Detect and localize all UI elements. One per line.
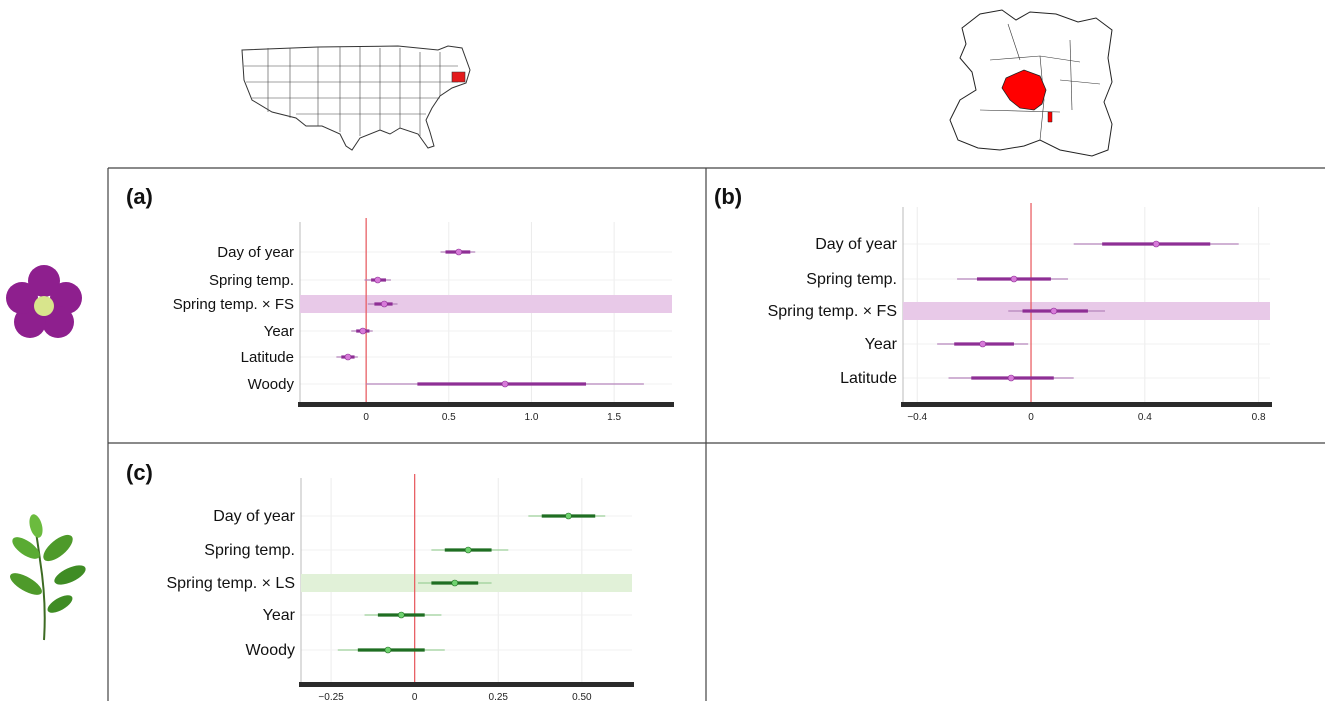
row-label: Day of year: [217, 244, 294, 261]
row-label: Latitude: [840, 370, 897, 387]
x-tick-label: −0.4: [907, 412, 927, 423]
x-tick-label: 0.5: [442, 412, 456, 423]
massachusetts-highlight: [451, 71, 466, 83]
leaf-sprig-icon: [10, 514, 86, 641]
median-point: [344, 353, 352, 361]
median-point: [565, 512, 572, 520]
x-tick-label: 0.8: [1252, 412, 1266, 423]
x-tick-label: 1.5: [607, 412, 621, 423]
x-axis-bar: [901, 402, 1272, 407]
median-point: [501, 380, 509, 388]
france-highlight: [1001, 69, 1047, 111]
row-label: Day of year: [815, 236, 897, 253]
x-tick-label: 0: [1028, 412, 1034, 423]
europe-map-icon: [949, 9, 1113, 157]
x-axis-bar: [299, 682, 634, 687]
row-label: Year: [264, 323, 294, 340]
row-label: Spring temp. × FS: [173, 296, 294, 313]
x-tick-label: 0.25: [489, 692, 509, 701]
x-tick-label: 0.4: [1138, 412, 1152, 423]
row-label: Woody: [248, 376, 295, 393]
row-label: Latitude: [241, 349, 294, 366]
row-label: Spring temp.: [806, 271, 897, 288]
row-label: Day of year: [213, 508, 295, 525]
panel-label-c: (c): [126, 460, 153, 485]
x-tick-label: 0.50: [572, 692, 592, 701]
median-point: [1010, 275, 1018, 283]
x-tick-label: 0: [412, 692, 418, 701]
x-axis-bar: [298, 402, 674, 407]
median-point: [398, 611, 405, 619]
usa-map-icon: [241, 45, 471, 151]
x-tick-label: 1.0: [525, 412, 539, 423]
row-label: Spring temp. × LS: [166, 575, 295, 592]
median-point: [1050, 307, 1058, 315]
median-point: [374, 276, 382, 284]
median-point: [464, 546, 472, 554]
median-point: [359, 327, 367, 335]
row-label: Year: [865, 336, 898, 353]
chart-panel-b: −0.4 0 0.4 0.8 Day of year Spring temp. Spring…: [768, 203, 1272, 423]
row-label: Year: [263, 607, 296, 624]
median-point: [384, 646, 392, 654]
x-tick-label: −0.25: [318, 692, 344, 701]
panel-label-b: (b): [714, 184, 742, 209]
median-point: [1007, 374, 1015, 382]
row-label: Woody: [245, 642, 295, 659]
highlight-band: [300, 295, 672, 313]
row-label: Spring temp.: [204, 542, 295, 559]
chart-panel-c: −0.25 0 0.25 0.50 Day of year Spring temp. Spr…: [166, 474, 634, 701]
chart-panel-a: 0 0.5 1.0 1.5 Day of year Spring temp. Spring …: [173, 218, 674, 423]
panel-label-a: (a): [126, 184, 153, 209]
row-label: Spring temp.: [209, 272, 294, 289]
coefficient-charts: 0 0.5 1.0 1.5 Day of year Spring temp. Spring …: [166, 203, 1272, 701]
median-point: [1152, 240, 1160, 248]
median-point: [381, 300, 388, 308]
row-label: Spring temp. × FS: [768, 303, 897, 320]
median-point: [455, 248, 463, 256]
panel-frames: [107, 167, 1325, 701]
flower-icon: [6, 265, 82, 338]
median-point: [979, 340, 986, 348]
x-tick-label: 0: [363, 412, 369, 423]
median-point: [451, 579, 459, 587]
